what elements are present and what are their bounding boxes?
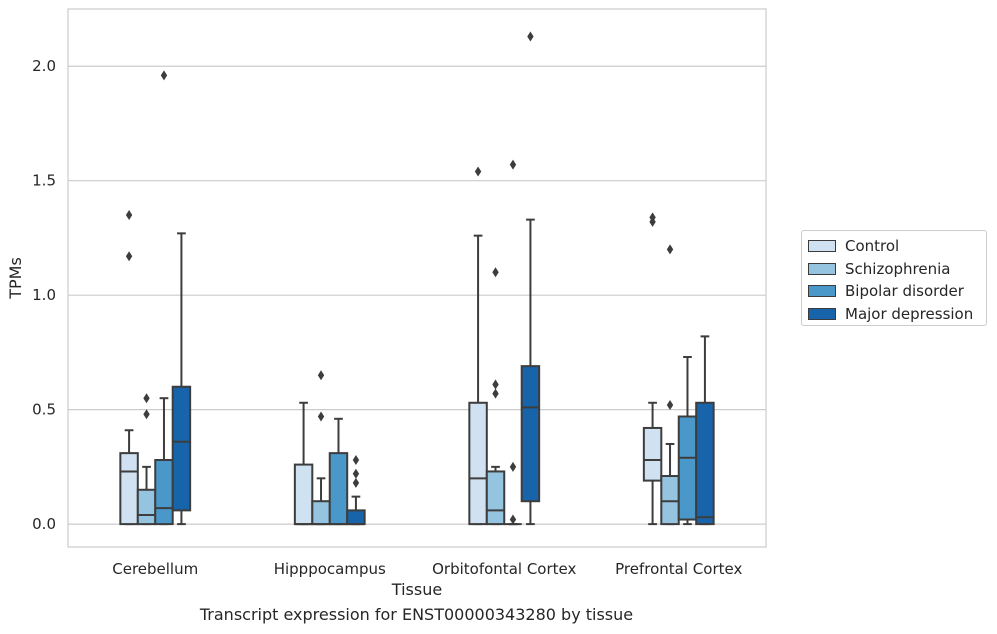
outlier-point	[666, 244, 674, 255]
legend-item-major-depression: Major depression	[802, 303, 986, 326]
box-group	[119, 210, 139, 526]
outlier-point	[492, 379, 499, 390]
legend-label: Bipolar disorder	[845, 282, 964, 301]
outlier-point	[492, 267, 499, 278]
legend: Control Schizophrenia Bipolar disorder M…	[801, 230, 987, 326]
outlier-point	[666, 400, 674, 411]
outlier-point	[352, 455, 360, 466]
box-group	[677, 355, 698, 526]
outlier-point	[509, 461, 517, 472]
box-group	[328, 417, 349, 526]
outlier-point	[509, 514, 517, 525]
outlier-point	[492, 388, 499, 399]
box	[660, 475, 680, 526]
box	[485, 470, 506, 526]
box-group	[695, 335, 715, 526]
box	[154, 459, 174, 526]
outlier-point	[125, 251, 133, 262]
box-group	[520, 31, 541, 526]
outlier-point	[143, 409, 150, 420]
box-group	[311, 370, 331, 526]
box-group	[171, 232, 192, 526]
box-group	[468, 166, 488, 526]
box-group	[660, 244, 680, 526]
figure-caption: Transcript expression for ENST0000034328…	[199, 605, 634, 624]
y-tick-label: 0.0	[32, 515, 56, 533]
box-group	[485, 267, 506, 526]
outlier-point	[527, 31, 534, 42]
box	[695, 401, 715, 526]
legend-item-schizophrenia: Schizophrenia	[802, 258, 986, 281]
box-group	[504, 159, 522, 526]
x-axis-label: Tissue	[391, 580, 442, 599]
x-tick-label: Hipppocampus	[274, 560, 386, 578]
y-tick-label: 1.0	[32, 286, 56, 304]
x-tick-labels: Cerebellum Hipppocampus Orbitofontal Corte…	[112, 560, 742, 578]
y-tick-label: 1.5	[32, 172, 56, 190]
outlier-point	[143, 393, 150, 404]
x-tick-label: Orbitofontal Cortex	[432, 560, 576, 578]
box	[328, 452, 349, 526]
box-group	[136, 393, 157, 526]
box	[346, 509, 366, 526]
outlier-point	[160, 70, 168, 81]
plot-area-frame	[67, 8, 767, 548]
outlier-point	[649, 212, 656, 223]
box	[136, 488, 157, 526]
legend-swatch	[808, 262, 836, 275]
x-tick-label: Prefrontal Cortex	[615, 560, 742, 578]
legend-label: Major depression	[845, 304, 974, 323]
box	[677, 415, 698, 521]
legend-label: Control	[845, 237, 900, 256]
legend-item-bipolar-disorder: Bipolar disorder	[802, 280, 986, 303]
legend-item-control: Control	[802, 235, 986, 258]
legend-swatch	[808, 285, 836, 298]
outlier-point	[474, 166, 482, 177]
outlier-point	[317, 370, 325, 381]
outlier-point	[509, 159, 517, 170]
box-group	[642, 212, 663, 526]
outlier-point	[352, 477, 360, 488]
legend-swatch	[808, 307, 836, 320]
box	[293, 463, 314, 526]
box	[642, 426, 663, 482]
y-tick-labels: 0.0 0.5 1.0 1.5 2.0	[32, 57, 56, 533]
y-tick-label: 0.5	[32, 401, 56, 419]
box-group	[346, 455, 366, 526]
box-group	[154, 70, 174, 526]
y-axis-label: TPMs	[6, 257, 25, 300]
outlier-point	[125, 210, 133, 221]
box	[119, 452, 139, 526]
box	[311, 500, 331, 526]
legend-label: Schizophrenia	[845, 259, 951, 278]
outlier-point	[352, 468, 360, 479]
box	[520, 365, 541, 503]
box	[468, 401, 488, 526]
legend-swatch	[808, 240, 836, 253]
outlier-point	[317, 411, 325, 422]
boxes	[119, 31, 715, 526]
box	[171, 385, 192, 512]
x-tick-label: Cerebellum	[112, 560, 198, 578]
y-tick-label: 2.0	[32, 57, 56, 75]
box-group	[293, 401, 314, 526]
